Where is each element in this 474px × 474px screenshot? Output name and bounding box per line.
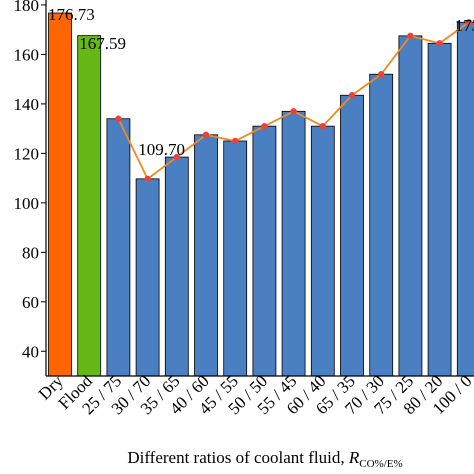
bar (369, 73, 394, 377)
bar (456, 21, 474, 377)
trend-point (407, 32, 414, 40)
data-labels-group: 176.73 167.59 109.70 173 (48, 5, 474, 159)
y-tick-label: 140 (14, 95, 40, 114)
trend-point (348, 92, 356, 99)
bar (164, 156, 189, 377)
y-tick-label: 120 (14, 144, 40, 163)
y-tick-label: 40 (22, 342, 39, 361)
data-label: 109.70 (138, 140, 185, 159)
trend-point (319, 122, 326, 130)
y-tick-label: 160 (14, 45, 40, 64)
bars-group (48, 12, 474, 377)
bar (77, 35, 102, 377)
data-label: 173 (455, 16, 474, 35)
trend-line-group (115, 19, 472, 183)
bar (398, 35, 423, 377)
bar (48, 12, 72, 377)
data-label: 167.59 (79, 34, 126, 53)
trend-point (261, 122, 268, 130)
bar (135, 178, 160, 377)
trend-point (115, 115, 122, 122)
bar (340, 94, 364, 377)
trend-point (232, 137, 239, 145)
x-axis-title: Different ratios of coolant fluid, RCO%/… (127, 448, 402, 470)
trend-point (144, 175, 151, 183)
bar (194, 134, 218, 377)
bar (223, 140, 248, 377)
y-tick-label: 80 (22, 243, 39, 262)
x-axis-title-main: Different ratios of coolant fluid, (127, 448, 349, 467)
bar (281, 110, 306, 377)
bar (106, 118, 131, 377)
data-label: 176.73 (48, 5, 95, 24)
y-axis-ticks: 40 60 80 100 120 140 160 180 (14, 0, 46, 361)
x-axis-title-subscript: CO%/E% (359, 458, 402, 470)
trend-point (436, 40, 443, 47)
trend-point (202, 131, 210, 139)
bar (427, 42, 452, 377)
bar (252, 125, 277, 377)
x-axis-title-variable: R (348, 448, 360, 467)
y-tick-label: 60 (22, 293, 39, 312)
y-tick-label: 100 (14, 194, 40, 213)
bar (310, 125, 335, 377)
trend-point (378, 71, 385, 78)
trend-point (173, 153, 180, 161)
y-tick-label: 180 (14, 0, 40, 15)
trend-point (290, 108, 297, 115)
trend-point (465, 19, 472, 26)
